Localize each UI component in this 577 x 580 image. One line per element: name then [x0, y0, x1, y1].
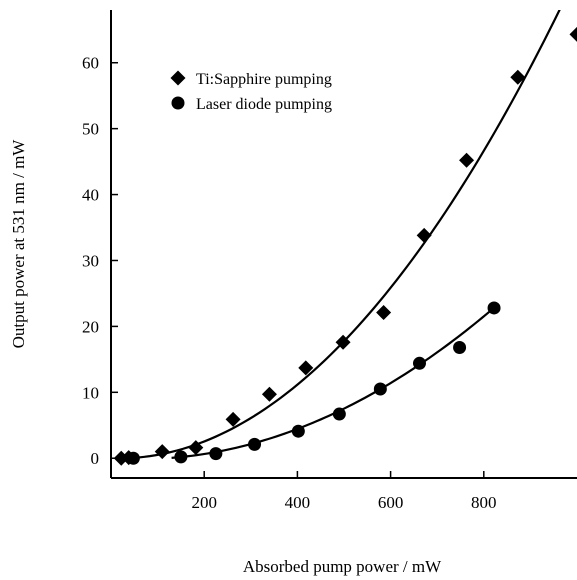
- y-tick-label: 50: [82, 120, 99, 139]
- data-point: [459, 152, 475, 168]
- data-point: [298, 360, 314, 376]
- y-axis-title: Output power at 531 nm / mW: [9, 139, 28, 349]
- fit-curve: [171, 306, 495, 459]
- data-point: [376, 305, 392, 321]
- data-point: [335, 334, 351, 350]
- legend-marker: [170, 70, 186, 86]
- y-tick-label: 10: [82, 383, 99, 402]
- data-point: [248, 437, 262, 451]
- legend-label: Ti:Sapphire pumping: [196, 71, 332, 88]
- legend-label: Laser diode pumping: [196, 96, 332, 113]
- data-point: [291, 424, 305, 438]
- axes: 0 10 20 30 40 50 60 200 400 600 800: [82, 10, 577, 512]
- data-point: [188, 440, 204, 456]
- data-point: [412, 356, 426, 370]
- data-point: [174, 450, 188, 464]
- x-axis-title: Absorbed pump power / mW: [243, 557, 442, 576]
- data-point: [126, 451, 140, 465]
- data-point: [569, 26, 577, 42]
- y-tick-label: 20: [82, 317, 99, 336]
- legend: Ti:Sapphire pumping Laser diode pumping: [170, 70, 332, 113]
- x-tick-label: 600: [378, 493, 404, 512]
- y-tick-label: 40: [82, 186, 99, 205]
- x-tick-label: 400: [285, 493, 311, 512]
- data-point: [225, 411, 241, 427]
- x-tick-label: 800: [471, 493, 497, 512]
- data-point: [453, 340, 467, 354]
- y-tick-label: 60: [82, 54, 99, 73]
- y-tick-label: 30: [82, 251, 99, 270]
- y-tick-label: 0: [91, 449, 100, 468]
- x-tick-label: 200: [191, 493, 217, 512]
- data-point: [261, 386, 277, 402]
- fit-curve: [138, 10, 561, 459]
- data-point: [510, 69, 526, 85]
- data-point: [154, 444, 170, 460]
- data-point: [209, 447, 223, 461]
- data-point: [373, 382, 387, 396]
- data-point: [416, 227, 432, 243]
- data-point: [487, 301, 501, 315]
- legend-marker: [171, 96, 185, 110]
- data-point: [332, 407, 346, 421]
- plot-area: [113, 10, 577, 466]
